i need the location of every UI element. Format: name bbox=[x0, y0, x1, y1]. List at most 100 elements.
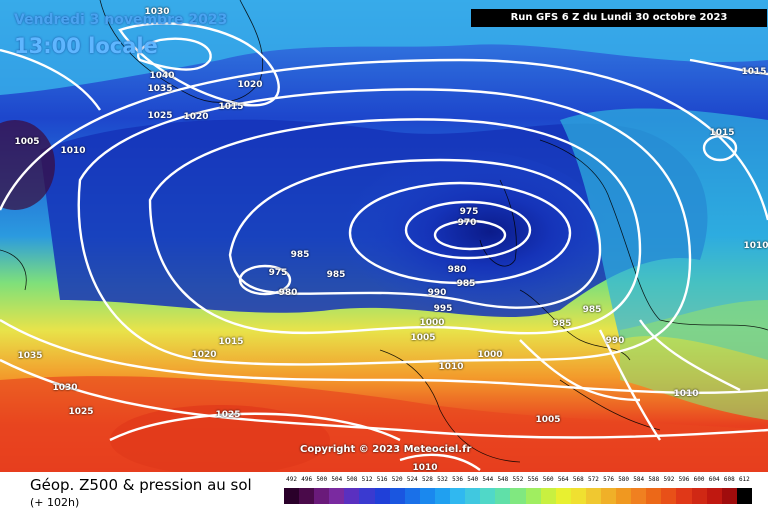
isobar-label: 1015 bbox=[709, 128, 735, 138]
legend-label: 604 bbox=[708, 476, 720, 483]
legend-swatch bbox=[299, 488, 315, 504]
legend-swatch bbox=[404, 488, 420, 504]
isobar-label: 1015 bbox=[741, 67, 767, 77]
legend-label: 528 bbox=[421, 476, 433, 483]
legend-label: 612 bbox=[738, 476, 750, 483]
isobar-label: 1020 bbox=[237, 80, 263, 90]
geopotential-map bbox=[0, 0, 768, 472]
legend-swatch bbox=[676, 488, 692, 504]
legend-label: 580 bbox=[618, 476, 630, 483]
legend-label: 532 bbox=[437, 476, 448, 483]
isobar-label: 1005 bbox=[410, 333, 436, 343]
legend-swatch bbox=[691, 488, 707, 504]
isobar-label: 1020 bbox=[191, 350, 217, 360]
legend-label: 596 bbox=[678, 476, 690, 483]
legend-label: 524 bbox=[406, 476, 418, 483]
isobar-label: 970 bbox=[457, 218, 477, 228]
footer: Géop. Z500 & pression au sol (+ 102h) 49… bbox=[0, 472, 768, 512]
isobar-label: 1000 bbox=[477, 350, 503, 360]
legend-label: 496 bbox=[301, 476, 313, 483]
legend-label: 572 bbox=[588, 476, 599, 483]
legend-label: 540 bbox=[467, 476, 479, 483]
isobar-label: 985 bbox=[326, 270, 346, 280]
legend-label: 552 bbox=[512, 476, 524, 483]
legend-label: 516 bbox=[376, 476, 388, 483]
isobar-label: 1010 bbox=[60, 146, 86, 156]
isobar-label: 1035 bbox=[147, 84, 173, 94]
isobar-label: 985 bbox=[456, 279, 476, 289]
isobar-label: 980 bbox=[278, 288, 298, 298]
legend-label: 588 bbox=[648, 476, 660, 483]
legend-swatch bbox=[450, 488, 466, 504]
legend-swatch bbox=[344, 488, 360, 504]
legend-label: 608 bbox=[723, 476, 735, 483]
legend-label: 508 bbox=[346, 476, 358, 483]
isobar-label: 995 bbox=[433, 304, 453, 314]
legend-label: 500 bbox=[316, 476, 328, 483]
legend-swatch bbox=[284, 488, 300, 504]
legend-swatch bbox=[585, 488, 601, 504]
isobar-label: 1005 bbox=[14, 137, 40, 147]
isobar-label: 985 bbox=[552, 319, 572, 329]
legend-swatch bbox=[359, 488, 375, 504]
legend-swatch bbox=[570, 488, 586, 504]
isobar-label: 1025 bbox=[147, 111, 173, 121]
isobar-label: 1015 bbox=[218, 337, 244, 347]
legend-swatch bbox=[540, 488, 556, 504]
isobar-label: 985 bbox=[582, 305, 602, 315]
legend-label: 592 bbox=[663, 476, 675, 483]
legend-label: 548 bbox=[497, 476, 509, 483]
legend-label: 520 bbox=[391, 476, 403, 483]
legend-label: 512 bbox=[361, 476, 373, 483]
legend-label: 576 bbox=[603, 476, 614, 483]
legend-label: 504 bbox=[331, 476, 343, 483]
legend-swatch bbox=[419, 488, 435, 504]
forecast-offset: (+ 102h) bbox=[30, 496, 80, 509]
legend-label: 556 bbox=[527, 476, 539, 483]
isobar-label: 1010 bbox=[412, 463, 438, 473]
isobar-label: 1025 bbox=[215, 410, 241, 420]
isobar-label: 990 bbox=[427, 288, 447, 298]
run-info: Run GFS 6 Z du Lundi 30 octobre 2023 bbox=[471, 9, 767, 27]
legend-bar bbox=[284, 488, 752, 504]
legend-swatch bbox=[600, 488, 617, 504]
legend-swatch bbox=[314, 488, 330, 504]
legend-swatch bbox=[465, 488, 481, 504]
legend-swatch bbox=[706, 488, 722, 504]
isobars bbox=[0, 22, 768, 471]
isobar-label: 1010 bbox=[438, 362, 464, 372]
legend-swatch bbox=[480, 488, 496, 504]
isobar-label: 975 bbox=[268, 268, 288, 278]
color-legend: 492 496 500 504 508 512 516 520 524 528 532 536 540 5… bbox=[284, 476, 752, 506]
isobar-label: 975 bbox=[459, 207, 479, 217]
isobar-label: 980 bbox=[447, 265, 467, 275]
legend-label: 584 bbox=[633, 476, 645, 483]
legend-swatch bbox=[374, 488, 390, 504]
isobar-label: 1000 bbox=[419, 318, 445, 328]
isobar-label: 1020 bbox=[183, 112, 209, 122]
isobar-label: 1030 bbox=[144, 7, 170, 17]
legend-labels: 492 496 500 504 508 512 516 520 524 528 532 536 540 5… bbox=[284, 476, 752, 486]
chart-title: Géop. Z500 & pression au sol bbox=[30, 476, 252, 494]
legend-swatch bbox=[631, 488, 647, 504]
legend-swatch bbox=[389, 488, 405, 504]
legend-swatch bbox=[661, 488, 677, 504]
legend-swatch bbox=[434, 488, 451, 504]
legend-label: 544 bbox=[482, 476, 494, 483]
forecast-time: 13:00 locale bbox=[14, 34, 158, 58]
isobar-label: 990 bbox=[605, 336, 625, 346]
isobar-label: 1030 bbox=[52, 383, 78, 393]
legend-label: 536 bbox=[452, 476, 463, 483]
legend-swatch bbox=[721, 488, 737, 504]
legend-label: 564 bbox=[557, 476, 569, 483]
copyright: Copyright © 2023 Meteociel.fr bbox=[300, 444, 472, 455]
isobar-label: 1015 bbox=[218, 102, 244, 112]
legend-label: 568 bbox=[572, 476, 584, 483]
isobar-label: 985 bbox=[290, 250, 310, 260]
isobar-label: 1010 bbox=[673, 389, 699, 399]
legend-swatch bbox=[555, 488, 571, 504]
legend-swatch bbox=[525, 488, 541, 504]
legend-swatch bbox=[329, 488, 345, 504]
legend-swatch bbox=[616, 488, 632, 504]
